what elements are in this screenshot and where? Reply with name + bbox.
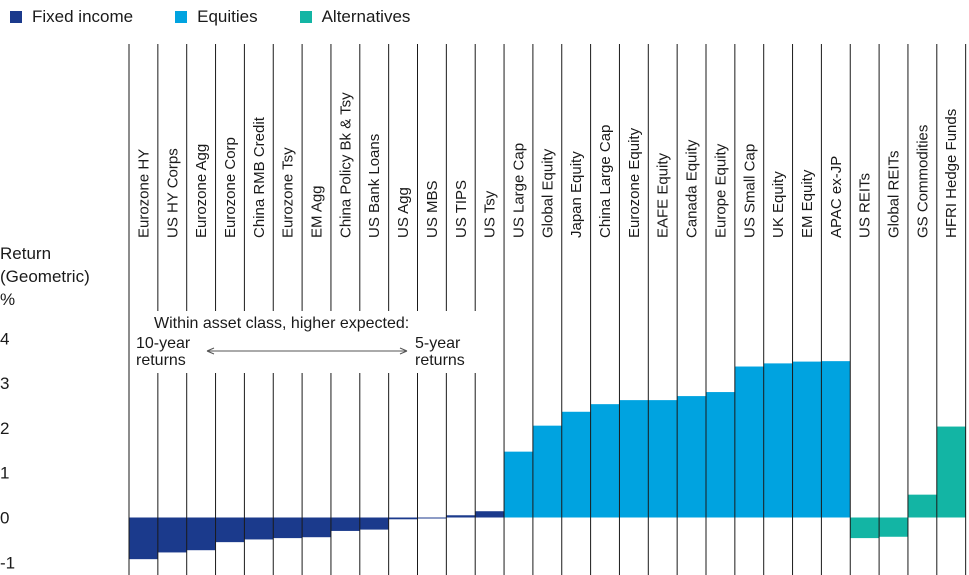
y-tick-label: 3 [0,374,9,393]
category-label-eurozone-agg: Eurozone Agg [193,144,210,238]
category-label-global-reits: Global REITs [886,150,903,238]
category-label-eurozone-tsy: Eurozone Tsy [280,147,297,238]
legend-swatch-fixed-income [10,11,22,23]
category-label-eurozone-corp: Eurozone Corp [222,137,239,238]
annotation: Within asset class, higher expected: 10-… [130,311,476,373]
bars-layer [129,361,966,560]
category-labels-layer: Eurozone HY US HY Corps Eurozone Agg Eurozo… [135,92,960,238]
bar-us-large-cap [504,451,533,518]
category-label-japan-equity: Japan Equity [568,151,585,238]
category-label-us-hy-corps: US HY Corps [164,148,181,238]
legend-item-alternatives: Alternatives [299,7,411,27]
legend-item-fixed-income: Fixed income [10,7,133,27]
annotation-left-line2: returns [136,352,186,369]
category-label-us-mbs: US MBS [424,180,441,238]
bar-eurozone-hy [129,517,158,560]
category-label-eurozone-hy: Eurozone HY [135,149,152,238]
annotation-arrow-left-head [206,347,215,355]
legend-label-equities: Equities [197,7,258,26]
bar-eurozone-corp [215,517,245,543]
y-tick-label: -1 [0,553,15,572]
y-axis-label-line1: Return [0,244,52,263]
annotation-left-line1: 10-year [136,335,191,352]
bar-europe-equity [706,392,735,518]
bar-us-hy-corps [157,517,187,553]
category-label-us-tips: US TIPS [453,180,470,238]
annotation-arrow-right-head [399,347,408,355]
category-label-us-agg: US Agg [395,187,412,238]
y-axis-label-line2: (Geometric) [0,267,90,286]
y-tick-label: 4 [0,329,9,348]
category-label-global-equity: Global Equity [539,148,556,238]
y-tick-label: 1 [0,464,9,483]
category-label-eafe-equity: EAFE Equity [655,152,672,238]
category-label-em-equity: EM Equity [799,169,816,238]
bar-us-bank-loans [359,517,389,530]
divider-lines-layer [128,44,967,575]
bar-us-tsy [475,511,505,518]
bar-us-mbs [417,517,447,519]
category-label-hfri-hedge-funds: HFRI Hedge Funds [943,109,960,238]
bar-eurozone-tsy [273,517,303,539]
bar-us-tips [446,515,476,518]
bar-gs-commodities [907,494,937,518]
annotation-right-line1: 5-year [415,335,461,352]
category-label-us-reits: US REITs [857,173,874,238]
bar-us-reits [850,517,880,539]
y-tick-label: 0 [0,509,9,528]
category-label-china-large-cap: China Large Cap [597,125,614,238]
annotation-heading: Within asset class, higher expected: [154,315,409,332]
bar-em-agg [302,517,331,538]
legend-label-fixed-income: Fixed income [32,7,134,26]
category-label-china-rmb-credit: China RMB Credit [251,116,268,238]
bar-eurozone-equity [619,400,649,518]
bar-hfri-hedge-funds [936,426,966,518]
legend-swatch-alternatives [299,11,312,23]
bar-us-agg [388,517,418,520]
y-axis-label-line3: % [0,290,16,309]
category-label-europe-equity: Europe Equity [712,143,729,238]
y-axis-label: Return (Geometric) % [0,242,130,311]
category-label-us-tsy: US Tsy [482,190,499,238]
category-label-gs-commodities: GS Commodities [914,125,931,238]
category-label-eurozone-equity: Eurozone Equity [626,127,643,238]
bar-us-small-cap [734,366,764,518]
category-label-us-large-cap: US Large Cap [510,143,527,238]
bar-china-policy-bk-tsy [330,517,360,531]
category-label-china-policy-bk-tsy: China Policy Bk & Tsy [337,92,354,238]
category-label-em-agg: EM Agg [309,185,326,238]
bar-global-equity [532,425,562,518]
category-label-canada-equity: Canada Equity [684,139,701,238]
category-label-apac-ex-jp: APAC ex-JP [828,156,845,238]
y-ticks-layer: -1 0 1 2 3 4 [0,329,15,572]
bar-canada-equity [677,396,706,518]
bar-em-equity [792,361,822,518]
bar-global-reits [879,517,908,537]
category-label-us-small-cap: US Small Cap [741,144,758,238]
bar-china-large-cap [590,404,620,518]
bar-china-rmb-credit [244,517,274,540]
chart-legend: Fixed income Equities Alternatives [10,6,452,28]
legend-label-alternatives: Alternatives [321,7,411,26]
category-label-us-bank-loans: US Bank Loans [366,134,383,238]
bar-eurozone-agg [186,517,216,551]
bar-uk-equity [763,363,793,518]
y-tick-label: 2 [0,419,9,438]
bar-japan-equity [561,411,591,518]
annotation-background [130,311,476,373]
legend-item-equities: Equities [175,7,258,27]
bar-apac-ex-jp [821,361,851,518]
category-label-uk-equity: UK Equity [770,171,787,238]
annotation-right-line2: returns [415,352,465,369]
legend-swatch-equities [175,11,188,23]
bar-eafe-equity [648,400,678,518]
